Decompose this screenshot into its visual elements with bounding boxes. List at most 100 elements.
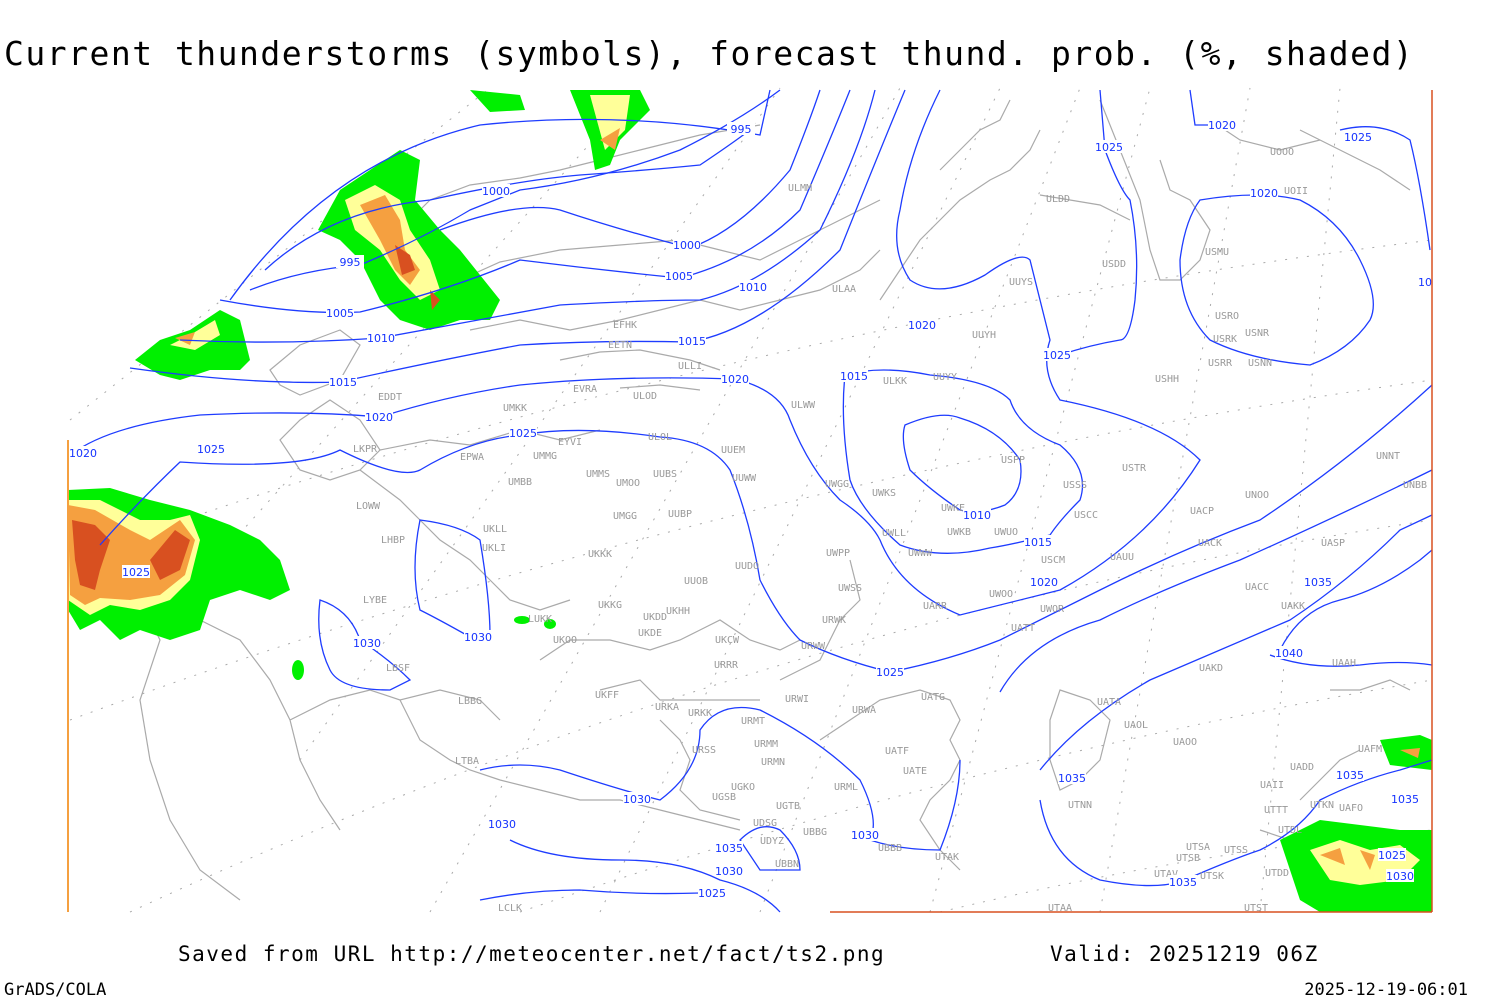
isobar-label: 1020 — [69, 447, 97, 460]
isobar-label: 1020 — [721, 373, 749, 386]
isobar-label-background — [715, 864, 743, 877]
station-label: LKPR — [353, 444, 378, 455]
isobar-label: 1020 — [1030, 576, 1058, 589]
station-label: UWGG — [825, 479, 849, 490]
station-label: UKLI — [482, 543, 506, 554]
isobar-label: 1035 — [1304, 576, 1332, 589]
station-label: UTSA — [1186, 842, 1210, 853]
isobar-label-background — [1336, 768, 1364, 781]
isobar-label: 1035 — [1058, 772, 1086, 785]
station-label: LTBA — [455, 756, 479, 767]
station-label: UWOO — [989, 589, 1013, 600]
isobar-label-background — [1024, 535, 1052, 548]
station-label: USSS — [1063, 480, 1087, 491]
station-label: EYVI — [558, 437, 582, 448]
station-label: UARR — [923, 601, 948, 612]
isobar-label-background — [727, 122, 755, 135]
isobar-label: 1020 — [908, 319, 936, 332]
isobar-label-background — [1043, 348, 1071, 361]
isobar-label-background — [665, 269, 693, 282]
isobar-label: 1030 — [715, 865, 743, 878]
station-label: UUEM — [721, 445, 745, 456]
isobar-label: 1035 — [1336, 769, 1364, 782]
isobar-label: 1035 — [715, 842, 743, 855]
station-label: UATT — [1011, 623, 1035, 634]
generated-timestamp: 2025-12-19-06:01 — [1304, 980, 1468, 1000]
station-label: URWW — [801, 641, 826, 652]
station-label: URML — [834, 782, 858, 793]
station-label: UACC — [1245, 582, 1269, 593]
station-label: UKFF — [595, 690, 619, 701]
station-label: UMGG — [613, 511, 637, 522]
station-label: UAFO — [1339, 803, 1363, 814]
station-label: EETN — [608, 340, 632, 351]
isobar-label: 1030 — [488, 818, 516, 831]
isobar-label-background — [623, 792, 651, 805]
station-label: UGKO — [731, 782, 755, 793]
isobar-label: 1010 — [963, 509, 991, 522]
station-label: UWSS — [838, 583, 862, 594]
isobar-label-background — [1344, 130, 1372, 143]
station-label: UKLL — [483, 524, 507, 535]
station-label: LCLK — [498, 903, 522, 914]
station-label: LOWW — [356, 501, 381, 512]
isobar-label: 1030 — [353, 637, 381, 650]
station-label: LBSF — [386, 663, 410, 674]
station-labels: EFHK EETN ULLI EVRA ULOD EDDT UMKK EYVI ULOL UUEM… — [353, 147, 1427, 914]
map-title: Current thunderstorms (symbols), forecas… — [4, 34, 1415, 73]
station-label: URMM — [754, 739, 778, 750]
station-label: USTR — [1122, 463, 1147, 474]
station-label: UACK — [1198, 538, 1222, 549]
station-label: UAOO — [1173, 737, 1197, 748]
station-label: USCC — [1074, 510, 1098, 521]
isobar-label: 1020 — [1208, 119, 1236, 132]
station-label: USNR — [1245, 328, 1270, 339]
isobar-label-background — [329, 375, 357, 388]
station-label: ULLI — [678, 361, 702, 372]
station-label: UWOR — [1040, 604, 1065, 615]
station-label: UATF — [885, 746, 909, 757]
isobar-label-background — [876, 665, 904, 678]
station-label: LHBP — [381, 535, 405, 546]
station-label: USDD — [1102, 259, 1126, 270]
station-label: UATG — [921, 692, 945, 703]
station-label: UWWW — [908, 548, 933, 559]
station-label: LUKK — [528, 614, 552, 625]
station-label: EPWA — [460, 452, 484, 463]
isobar-label-background — [353, 636, 381, 649]
station-label: URWK — [822, 615, 846, 626]
station-label: UUBS — [653, 469, 677, 480]
station-label: URKK — [688, 708, 712, 719]
station-label: ULWW — [791, 400, 816, 411]
isobar-label-background — [1304, 575, 1332, 588]
source-url-text: Saved from URL http://meteocenter.net/fa… — [178, 942, 886, 966]
isobar-label: 1010 — [367, 332, 395, 345]
isobar-label: 1025 — [1344, 131, 1372, 144]
station-label: UUDO — [735, 561, 759, 572]
isobar-label: 1010 — [739, 281, 767, 294]
isobar-label-background — [963, 508, 991, 521]
station-label: ULOD — [633, 391, 657, 402]
station-label: UTTT — [1264, 805, 1288, 816]
station-label: UWUO — [994, 527, 1018, 538]
isobar-label-background — [851, 828, 879, 841]
isobar-label: 1030 — [464, 631, 492, 644]
isobar-label-background — [678, 334, 706, 347]
station-label: UTDD — [1265, 868, 1289, 879]
station-label: UNNT — [1376, 451, 1400, 462]
station-label: USMU — [1205, 247, 1229, 258]
station-label: EVRA — [573, 384, 597, 395]
station-label: UWKB — [947, 527, 971, 538]
station-label: URMN — [761, 757, 785, 768]
station-label: UTNN — [1068, 800, 1092, 811]
station-label: URKA — [655, 702, 679, 713]
station-label: UAKD — [1199, 663, 1223, 674]
station-label: ULDD — [1046, 194, 1070, 205]
isobar-label-background — [1208, 118, 1236, 131]
station-label: UATE — [903, 766, 927, 777]
isobar-label-background — [365, 410, 393, 423]
isobar-label: 1030 — [851, 829, 879, 842]
station-label: UATA — [1097, 697, 1121, 708]
station-label: UMKK — [503, 403, 527, 414]
station-label: UNOO — [1245, 490, 1269, 501]
